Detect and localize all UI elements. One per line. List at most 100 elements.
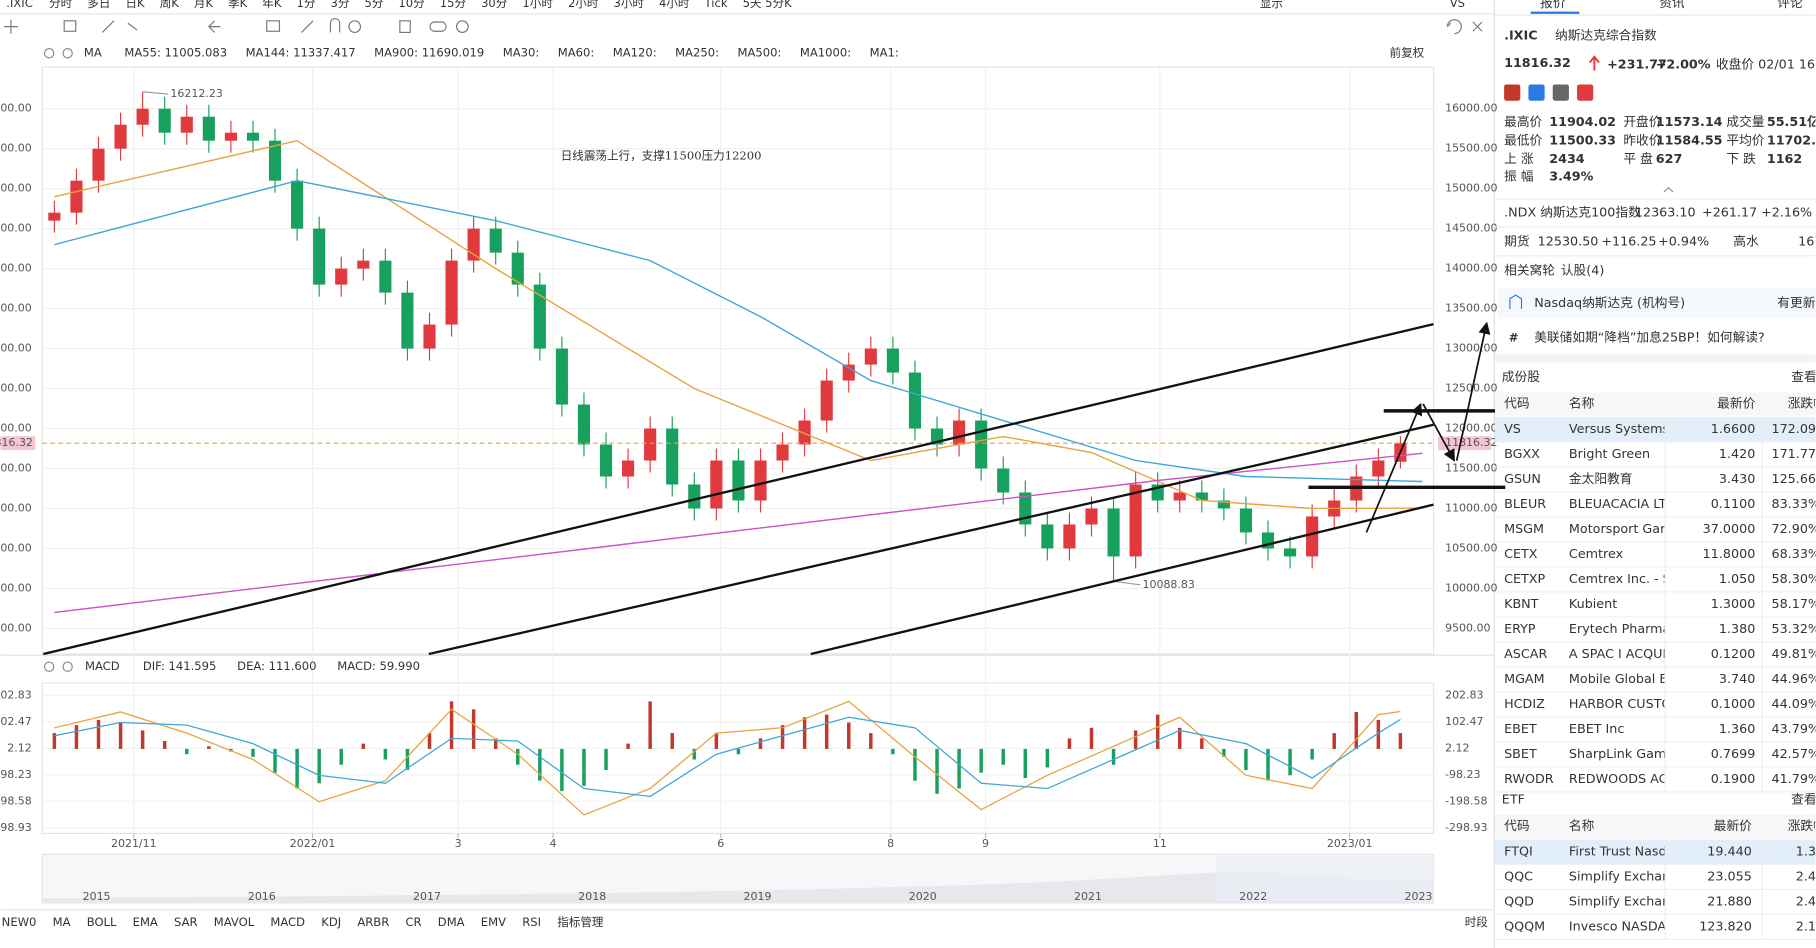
- indicator-tab[interactable]: SAR: [174, 915, 198, 929]
- period-tab[interactable]: 30分: [481, 0, 508, 10]
- macd-bar: [1111, 748, 1116, 765]
- icon-settings[interactable]: [455, 20, 469, 33]
- ma-legend[interactable]: MA144: 11337.417: [246, 46, 356, 60]
- indicator-tab[interactable]: NEW0: [2, 915, 37, 929]
- stat-value: 2434: [1549, 152, 1585, 167]
- y-tick-label-left: -198.58: [0, 794, 32, 807]
- icon-eye[interactable]: [429, 21, 447, 32]
- icon-close[interactable]: [1472, 21, 1483, 32]
- tool-icons[interactable]: [3, 18, 1483, 35]
- display-menu[interactable]: 显示: [1260, 0, 1283, 10]
- quote-icon[interactable]: [1504, 84, 1521, 101]
- ndx-price: 12363.10: [1635, 205, 1696, 220]
- ma-legend[interactable]: MA55: 11005.083: [124, 46, 227, 60]
- icon-undo[interactable]: [1446, 19, 1462, 35]
- indicator-tab[interactable]: MAVOL: [214, 915, 255, 929]
- period-tab[interactable]: 多日: [87, 0, 110, 10]
- row-code: ERYP: [1504, 622, 1536, 637]
- indicator-tab[interactable]: BOLL: [87, 915, 117, 929]
- session-tab[interactable]: 时段: [1465, 915, 1489, 929]
- quote-code: .IXIC: [1504, 28, 1537, 43]
- table-header-bg: [1494, 814, 1816, 839]
- quote-panel: 报价 资讯 评论 .IXIC 纳斯达克综合指数 11816.32 +231.77+2.00%…: [1494, 0, 1816, 941]
- ma-legend[interactable]: MA60:: [558, 46, 595, 60]
- period-tab[interactable]: 季K: [228, 0, 248, 10]
- period-tab[interactable]: 15分: [440, 0, 467, 10]
- indicator-tab[interactable]: EMA: [133, 915, 158, 929]
- macd-legend[interactable]: MACD: 59.990: [337, 659, 420, 673]
- fut-premium-label: 高水: [1733, 233, 1759, 249]
- quote-icon[interactable]: [1577, 84, 1594, 101]
- ma-legend[interactable]: MA500:: [738, 46, 782, 60]
- candle-body: [555, 348, 568, 405]
- indicator-tab[interactable]: CR: [405, 915, 421, 929]
- expand-caret[interactable]: [1663, 186, 1674, 193]
- period-tab[interactable]: 5天 5分K: [743, 0, 793, 10]
- period-tab[interactable]: 年K: [262, 0, 282, 10]
- icon-back[interactable]: [208, 20, 221, 33]
- period-tab[interactable]: 3小时: [613, 0, 644, 10]
- macd-bar: [96, 719, 101, 749]
- ma-legend[interactable]: MA250:: [675, 46, 719, 60]
- indicator-name: MA: [84, 46, 102, 60]
- icon-circle[interactable]: [348, 20, 362, 33]
- ma-legend[interactable]: MA1000:: [800, 46, 851, 60]
- y-tick-label: 202.83: [1445, 688, 1483, 701]
- ma-legend[interactable]: MA30:: [503, 46, 540, 60]
- period-tab[interactable]: 5分: [364, 0, 383, 10]
- period-tab[interactable]: 月K: [194, 0, 214, 10]
- period-tab[interactable]: 周K: [160, 0, 180, 10]
- period-tab[interactable]: 10分: [398, 0, 425, 10]
- news-tag: 有更新: [1777, 295, 1815, 311]
- macd-legend[interactable]: DIF: 141.595: [143, 659, 216, 673]
- icon-lines[interactable]: [101, 20, 138, 33]
- indicator-tab[interactable]: RSI: [522, 915, 541, 929]
- close-icon[interactable]: [62, 48, 73, 59]
- row-code: QQQM: [1504, 919, 1545, 934]
- period-tab[interactable]: 3分: [330, 0, 349, 10]
- macd-bar: [582, 748, 586, 786]
- table-header: 涨跌幅: [1788, 818, 1816, 834]
- user-drawings: [43, 321, 1509, 656]
- ma-legend[interactable]: MA1:: [870, 46, 899, 60]
- icon-draw[interactable]: [301, 18, 341, 33]
- period-tab[interactable]: 1分: [297, 0, 316, 10]
- indicator-tab[interactable]: MA: [53, 915, 71, 929]
- icon-trash[interactable]: [399, 20, 411, 33]
- adjust-label[interactable]: 前复权: [1390, 46, 1425, 60]
- icon-note[interactable]: [266, 20, 281, 32]
- period-tab[interactable]: 1小时: [522, 0, 553, 10]
- icon-box[interactable]: [63, 20, 77, 32]
- ndx-change: +261.17: [1702, 205, 1757, 220]
- indicator-tab[interactable]: 指标管理: [557, 915, 604, 929]
- indicator-tab[interactable]: DMA: [438, 915, 465, 929]
- gear-icon[interactable]: [43, 661, 55, 672]
- y-tick-label-left: 9500.00: [0, 621, 32, 634]
- stat-label: 平 盘: [1623, 151, 1653, 167]
- candle-body: [688, 484, 701, 509]
- quote-icon[interactable]: [1528, 84, 1545, 101]
- indicator-tab[interactable]: ARBR: [357, 915, 389, 929]
- gear-icon[interactable]: [43, 48, 55, 59]
- ma-legend[interactable]: MA900: 11690.019: [374, 46, 484, 60]
- ma-legend[interactable]: MA120:: [613, 46, 657, 60]
- period-tab[interactable]: 2小时: [568, 0, 599, 10]
- period-tab[interactable]: 分时: [49, 0, 73, 10]
- close-icon[interactable]: [62, 661, 73, 672]
- macd-legend[interactable]: DEA: 111.600: [237, 659, 316, 673]
- indicator-tab[interactable]: MACD: [270, 915, 305, 929]
- indicator-tab[interactable]: EMV: [481, 915, 506, 929]
- row-pct: 125.66%: [1772, 472, 1816, 487]
- period-tab[interactable]: Tick: [704, 0, 728, 10]
- quote-icon[interactable]: [1552, 84, 1569, 101]
- stat-value: 11904.02: [1549, 115, 1616, 130]
- y-tick-label-left: 13000.00: [0, 342, 32, 355]
- macd-bar: [1332, 733, 1336, 749]
- period-tab[interactable]: 4小时: [659, 0, 690, 10]
- period-tab[interactable]: 日K: [126, 0, 146, 10]
- macd-bar: [560, 748, 564, 792]
- icon-move[interactable]: [3, 19, 18, 34]
- indicator-tab[interactable]: KDJ: [321, 915, 341, 929]
- symbol: .IXIC: [6, 0, 33, 10]
- navigator-window[interactable]: [1215, 855, 1434, 902]
